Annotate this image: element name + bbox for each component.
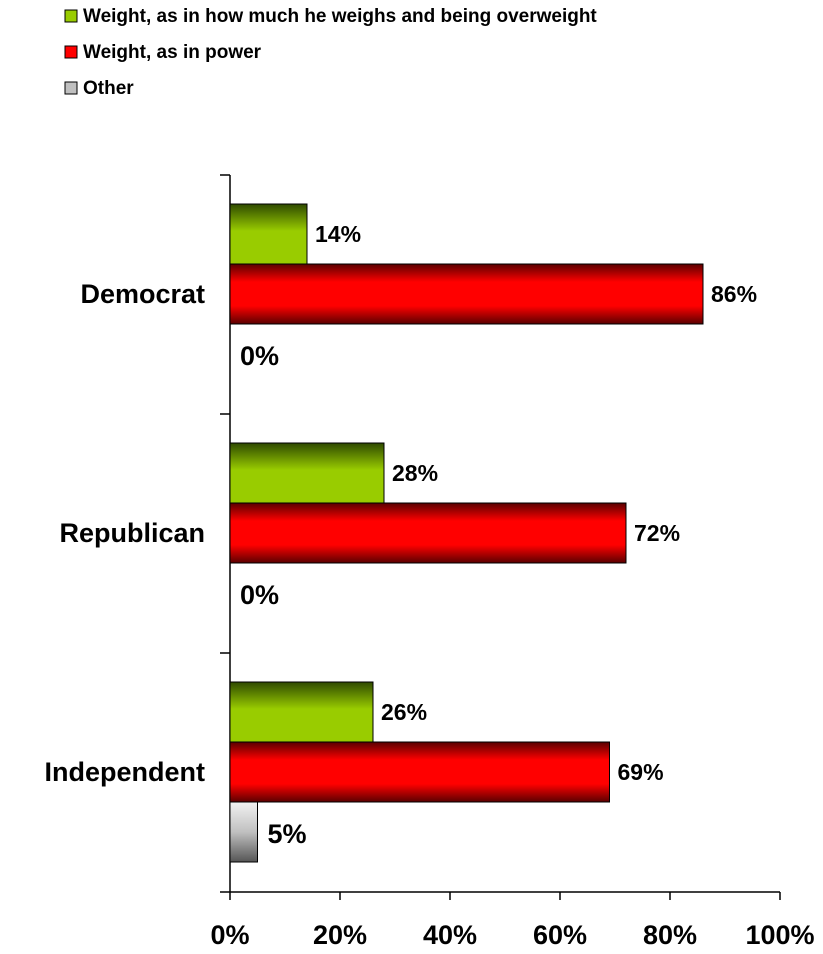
data-labels: 14% 86% 0% 28% 72% 0% 26% 69% 5% [240,221,757,849]
data-label-democrat-series-1: 14% [315,221,361,247]
bars [229,203,704,863]
bar-republican-series-2 [229,502,627,564]
bar-democrat-series-2 [229,263,704,325]
x-tick-label: 40% [423,920,477,950]
data-label-republican-series-1: 28% [392,460,438,486]
legend-label-2: Weight, as in power [83,42,262,63]
legend-label-1: Weight, as in how much he weighs and bei… [83,6,597,27]
category-label-democrat: Democrat [80,279,205,309]
data-label-democrat-series-3: 0% [240,341,279,371]
data-label-independent-series-1: 26% [381,699,427,725]
legend-swatch-1 [64,9,78,23]
data-label-republican-series-2: 72% [634,520,680,546]
data-label-independent-series-2: 69% [618,759,664,785]
bar-independent-series-3 [229,801,258,863]
bar-democrat-series-1 [229,203,308,265]
x-tick-label: 80% [643,920,697,950]
legend: Weight, as in how much he weighs and bei… [64,6,597,99]
data-label-republican-series-3: 0% [240,580,279,610]
bar-independent-series-1 [229,681,374,743]
legend-swatch-3 [64,81,78,95]
axes: 0% 20% 40% 60% 80% 100% Democrat Republican Inde… [45,174,815,950]
bar-independent-series-2 [229,741,610,803]
category-label-independent: Independent [45,757,206,787]
x-tick-label: 60% [533,920,587,950]
bar-republican-series-1 [229,442,385,504]
data-label-democrat-series-2: 86% [711,281,757,307]
category-label-republican: Republican [59,518,205,548]
legend-label-3: Other [83,78,134,99]
x-tick-label: 100% [745,920,814,950]
data-label-independent-series-3: 5% [268,819,307,849]
x-tick-label: 0% [210,920,249,950]
legend-swatch-2 [64,45,78,59]
x-tick-label: 20% [313,920,367,950]
